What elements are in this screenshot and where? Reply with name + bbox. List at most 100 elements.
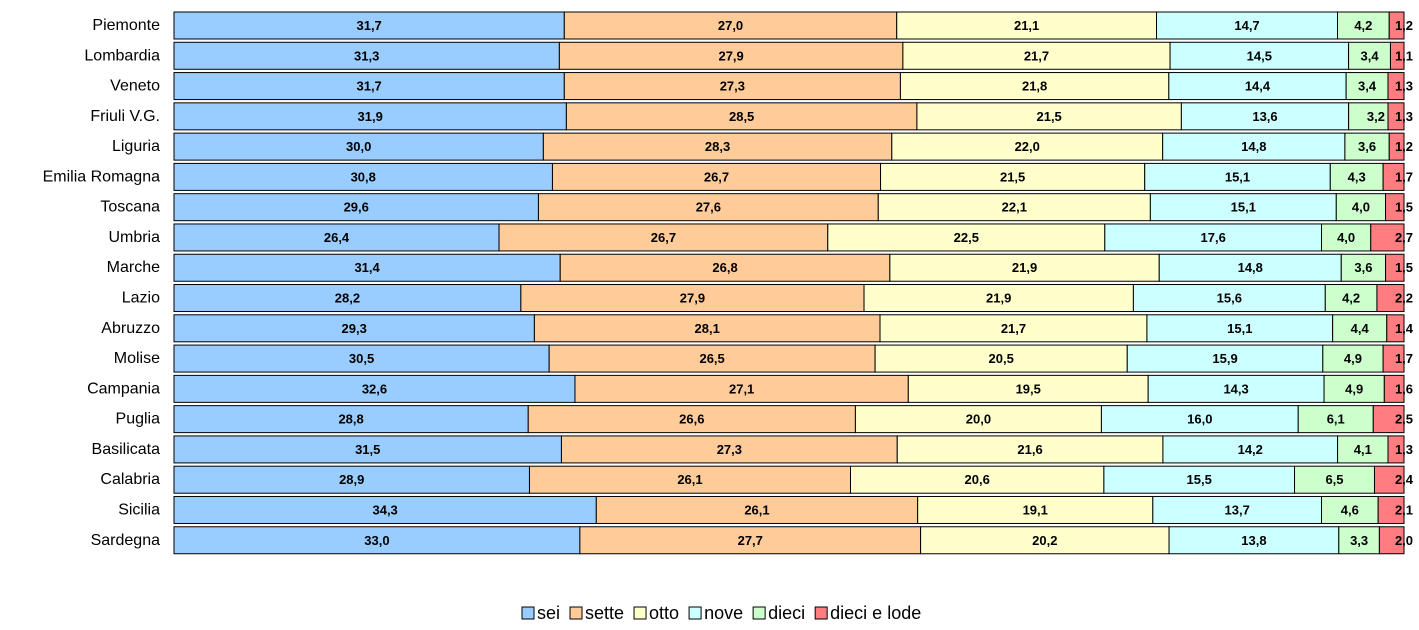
bar-friuli-v-g-sei <box>173 102 567 131</box>
bar-molise-dieci <box>1322 344 1384 373</box>
data-label-emilia-romagna-nove: 15,1 <box>1225 169 1250 184</box>
bar-lazio-sei <box>173 284 522 313</box>
bar-lombardia-dieci-e-lode <box>1389 41 1405 70</box>
data-label-liguria-dieci-e-lode: 1,2 <box>1395 139 1413 154</box>
data-label-umbria-nove: 17,6 <box>1201 230 1226 245</box>
bar-piemonte-sei <box>173 11 565 40</box>
bar-basilicata-dieci <box>1337 435 1389 464</box>
data-label-puglia-sette: 26,6 <box>679 412 704 427</box>
bar-veneto-dieci-e-lode <box>1387 72 1405 101</box>
category-label-abruzzo: Abruzzo <box>101 320 160 337</box>
bar-sardegna-dieci-e-lode <box>1378 526 1405 555</box>
bar-veneto-sette <box>563 72 901 101</box>
bar-molise-dieci-e-lode <box>1382 344 1405 373</box>
data-label-sardegna-sette: 27,7 <box>738 533 763 548</box>
bar-lazio-dieci-e-lode <box>1376 284 1405 313</box>
category-label-sardegna: Sardegna <box>91 532 160 549</box>
data-label-marche-sette: 26,8 <box>712 260 737 275</box>
data-label-basilicata-otto: 21,6 <box>1017 442 1042 457</box>
data-label-abruzzo-dieci-e-lode: 1,4 <box>1395 321 1414 336</box>
bar-sardegna-dieci <box>1338 526 1380 555</box>
bar-molise-nove <box>1126 344 1324 373</box>
legend-label-dieci-e-lode: dieci e lode <box>830 603 921 623</box>
bar-piemonte-sette <box>563 11 898 40</box>
data-label-campania-sei: 32,6 <box>362 381 387 396</box>
bar-veneto-nove <box>1168 72 1347 101</box>
bar-sicilia-sette <box>595 495 919 524</box>
bar-umbria-otto <box>827 223 1106 252</box>
data-label-liguria-sei: 30,0 <box>346 139 371 154</box>
bar-basilicata-nove <box>1162 435 1339 464</box>
bar-umbria-nove <box>1104 223 1323 252</box>
data-label-lombardia-dieci-e-lode: 1,1 <box>1395 48 1413 63</box>
bar-liguria-dieci-e-lode <box>1388 132 1405 161</box>
data-label-sicilia-otto: 19,1 <box>1023 502 1048 517</box>
bar-marche-nove <box>1158 253 1342 282</box>
bar-calabria-dieci <box>1294 465 1375 494</box>
data-label-emilia-romagna-sei: 30,8 <box>351 169 376 184</box>
data-label-liguria-nove: 14,8 <box>1241 139 1266 154</box>
bar-abruzzo-dieci-e-lode <box>1386 314 1405 343</box>
bar-lombardia-dieci <box>1348 41 1391 70</box>
legend-label-sei: sei <box>537 603 560 623</box>
data-label-calabria-sei: 28,9 <box>339 472 364 487</box>
data-label-lombardia-otto: 21,7 <box>1024 48 1049 63</box>
bar-toscana-otto <box>877 193 1151 222</box>
data-label-abruzzo-sei: 29,3 <box>342 321 367 336</box>
data-label-lazio-sette: 27,9 <box>680 291 705 306</box>
bar-lazio-dieci <box>1324 284 1378 313</box>
bar-friuli-v-g-sette <box>565 102 918 131</box>
data-label-molise-nove: 15,9 <box>1212 351 1237 366</box>
bar-liguria-sette <box>542 132 893 161</box>
legend-swatch-dieci <box>752 606 766 620</box>
data-label-lazio-dieci-e-lode: 2,2 <box>1395 291 1413 306</box>
data-label-campania-sette: 27,1 <box>729 381 754 396</box>
bar-sardegna-sei <box>173 526 581 555</box>
category-label-marche: Marche <box>107 259 160 276</box>
category-label-basilicata: Basilicata <box>92 441 161 458</box>
legend-label-dieci: dieci <box>768 603 805 623</box>
category-label-umbria: Umbria <box>108 229 160 246</box>
data-label-calabria-dieci-e-lode: 2,4 <box>1395 472 1414 487</box>
data-label-toscana-sei: 29,6 <box>344 200 369 215</box>
bar-puglia-dieci <box>1297 405 1374 434</box>
data-label-umbria-dieci-e-lode: 2,7 <box>1395 230 1413 245</box>
bar-molise-otto <box>874 344 1128 373</box>
data-label-sardegna-dieci: 3,3 <box>1350 533 1368 548</box>
bar-liguria-sei <box>173 132 544 161</box>
category-label-sicilia: Sicilia <box>118 501 160 518</box>
data-label-emilia-romagna-dieci: 4,3 <box>1348 169 1366 184</box>
bar-toscana-sei <box>173 193 539 222</box>
data-label-campania-nove: 14,3 <box>1223 381 1248 396</box>
data-label-campania-dieci: 4,9 <box>1345 381 1363 396</box>
data-label-emilia-romagna-dieci-e-lode: 1,7 <box>1395 169 1413 184</box>
data-label-puglia-nove: 16,0 <box>1187 412 1212 427</box>
bar-lazio-otto <box>863 284 1134 313</box>
data-label-umbria-sei: 26,4 <box>324 230 350 245</box>
bar-lombardia-otto <box>902 41 1171 70</box>
data-label-piemonte-sette: 27,0 <box>718 18 743 33</box>
data-label-liguria-otto: 22,0 <box>1015 139 1040 154</box>
data-label-marche-otto: 21,9 <box>1012 260 1037 275</box>
data-label-friuli-v-g-nove: 13,6 <box>1252 109 1277 124</box>
bar-marche-dieci-e-lode <box>1385 253 1405 282</box>
bar-friuli-v-g-nove <box>1180 102 1350 131</box>
bar-lombardia-nove <box>1169 41 1350 70</box>
category-label-liguria: Liguria <box>112 138 160 155</box>
category-label-piemonte: Piemonte <box>92 17 160 34</box>
bar-marche-dieci <box>1340 253 1387 282</box>
bar-calabria-dieci-e-lode <box>1373 465 1405 494</box>
legend-label-sette: sette <box>585 603 624 623</box>
legend-swatch-nove <box>688 606 702 620</box>
data-label-liguria-sette: 28,3 <box>705 139 730 154</box>
legend-swatch-otto <box>633 606 647 620</box>
data-label-basilicata-dieci: 4,1 <box>1354 442 1372 457</box>
bar-toscana-dieci <box>1335 193 1387 222</box>
data-label-marche-nove: 14,8 <box>1238 260 1263 275</box>
category-labels: Piemonte Lombardia Veneto Friuli V.G. Liguri… <box>43 17 160 549</box>
bar-emilia-romagna-nove <box>1144 162 1331 191</box>
data-label-calabria-sette: 26,1 <box>677 472 702 487</box>
bar-piemonte-dieci <box>1337 11 1390 40</box>
data-label-abruzzo-otto: 21,7 <box>1001 321 1026 336</box>
bar-puglia-nove <box>1100 405 1299 434</box>
